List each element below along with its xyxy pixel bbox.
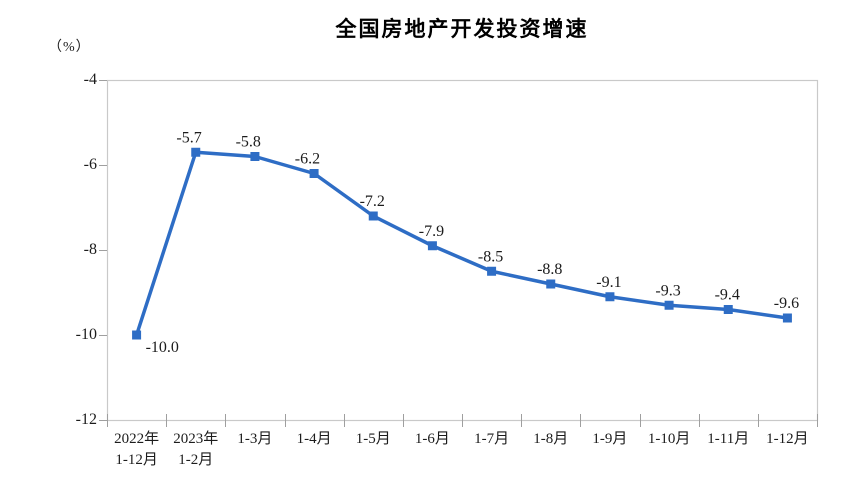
data-point-marker (309, 169, 319, 178)
data-point-marker (250, 152, 260, 161)
y-axis-tick-label: -4 (83, 71, 97, 88)
data-point-label: -10.0 (146, 339, 179, 356)
data-point-label: -8.5 (478, 248, 503, 265)
data-point-marker (546, 279, 556, 289)
x-axis-tick-label: 1-5月 (355, 431, 391, 447)
data-point-label: -9.6 (774, 295, 799, 312)
axis-frame (106, 79, 819, 422)
y-axis-tick-label: -8 (83, 241, 97, 258)
x-axis-tick-label: 1-6月 (414, 431, 450, 447)
data-point-label: -9.3 (655, 282, 680, 299)
x-axis-tick-label: 1-8月 (533, 431, 569, 447)
data-point-marker (487, 266, 497, 276)
x-axis-tick-label: 1-9月 (592, 431, 628, 447)
data-point-marker (723, 305, 733, 314)
data-point-marker (132, 330, 142, 340)
data-point-label: -5.7 (176, 129, 201, 146)
x-axis-tick-label: 1-12月 (766, 431, 809, 447)
x-axis-tick-label: 1-10月 (647, 431, 691, 447)
series-line (134, 150, 790, 337)
chart-title: 全国房地产开发投资增速 (335, 17, 589, 41)
x-axis-tick-label: 1-4月 (296, 431, 332, 447)
x-axis-tick-label: 1-11月 (707, 431, 750, 447)
x-axis-tick-label: 2022年 1-12月 (114, 431, 160, 468)
y-axis-tick-label: -10 (75, 326, 97, 343)
data-point-label: -5.8 (236, 134, 261, 151)
data-point-marker (427, 241, 437, 251)
data-point-label: -6.2 (295, 151, 320, 168)
x-axis-tick-label: 1-3月 (237, 431, 273, 447)
y-axis-tick-label: -6 (83, 156, 97, 173)
data-point-label: -9.1 (596, 274, 621, 291)
x-axis-tick-label: 2023年 1-2月 (173, 431, 219, 468)
data-point-marker (191, 147, 201, 157)
data-point-marker (664, 300, 674, 310)
data-point-marker (782, 313, 792, 323)
y-axis-unit-label: （%） (48, 40, 91, 55)
x-axis-tick-label: 1-7月 (474, 431, 510, 447)
data-point-label: -7.2 (360, 193, 385, 210)
data-point-marker (605, 292, 615, 302)
data-point-marker (368, 211, 378, 221)
y-axis-tick-label: -12 (75, 411, 97, 428)
data-point-label: -8.8 (537, 261, 562, 278)
data-point-label: -9.4 (715, 287, 740, 304)
data-point-label: -7.9 (419, 223, 444, 240)
